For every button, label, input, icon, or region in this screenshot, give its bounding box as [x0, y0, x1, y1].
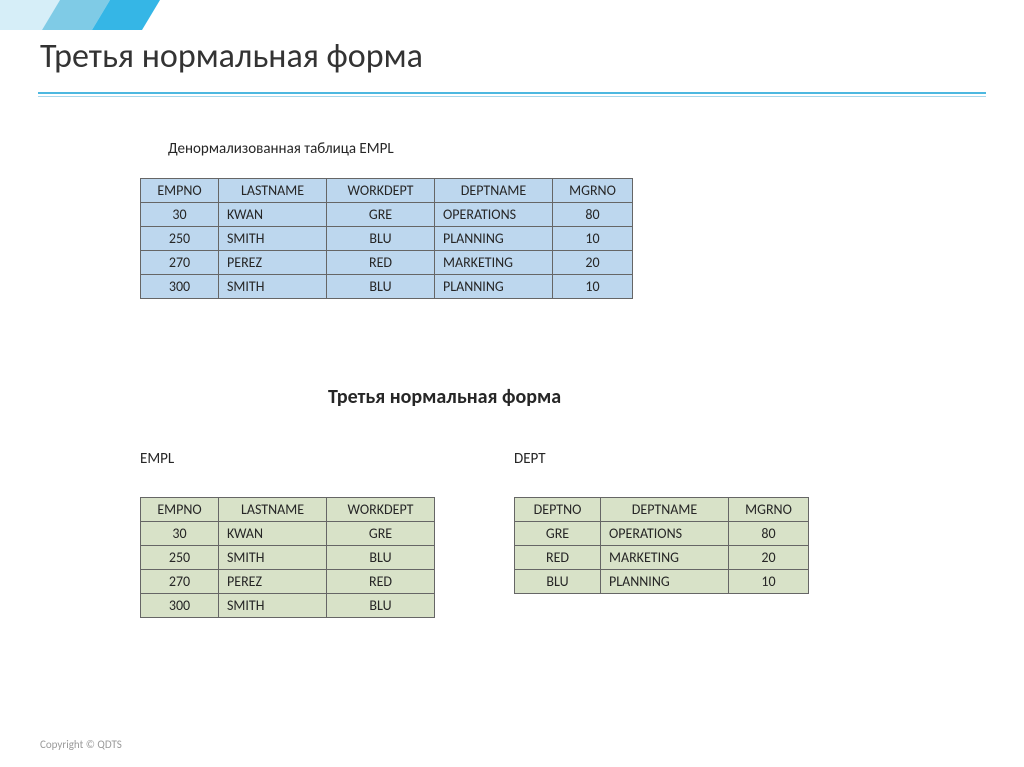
- table-cell: BLU: [327, 227, 435, 251]
- table-cell: 270: [141, 251, 219, 275]
- table-cell: BLU: [515, 570, 601, 594]
- footer-copyright: Copyright © QDTS: [40, 738, 122, 751]
- column-header: EMPNO: [141, 498, 219, 522]
- table-cell: GRE: [327, 522, 435, 546]
- table-empl-wrapper: EMPNOLASTNAMEWORKDEPT30KWANGRE250SMITHBL…: [140, 497, 435, 618]
- table-row: 250SMITHBLU: [141, 546, 435, 570]
- table-cell: SMITH: [219, 275, 327, 299]
- table-cell: 80: [553, 203, 633, 227]
- column-header: EMPNO: [141, 179, 219, 203]
- table-cell: 30: [141, 203, 219, 227]
- table-cell: SMITH: [219, 227, 327, 251]
- table-cell: MARKETING: [601, 546, 729, 570]
- table-row: GREOPERATIONS80: [515, 522, 809, 546]
- column-header: DEPTNAME: [435, 179, 553, 203]
- column-header: WORKDEPT: [327, 179, 435, 203]
- table-denorm: EMPNOLASTNAMEWORKDEPTDEPTNAMEMGRNO30KWAN…: [140, 178, 633, 299]
- table-cell: SMITH: [219, 594, 327, 618]
- table-cell: MARKETING: [435, 251, 553, 275]
- column-header: MGRNO: [553, 179, 633, 203]
- table-cell: 10: [553, 275, 633, 299]
- table-row: 270PEREZREDMARKETING20: [141, 251, 633, 275]
- table-row: 300SMITHBLU: [141, 594, 435, 618]
- subtitle-3nf: Третья нормальная форма: [328, 385, 561, 409]
- column-header: MGRNO: [729, 498, 809, 522]
- corner-decoration: [0, 0, 160, 30]
- table-cell: 80: [729, 522, 809, 546]
- table-cell: KWAN: [219, 522, 327, 546]
- table-cell: 10: [553, 227, 633, 251]
- table-cell: BLU: [327, 546, 435, 570]
- title-divider: [38, 92, 986, 98]
- table-cell: 300: [141, 275, 219, 299]
- table-cell: 10: [729, 570, 809, 594]
- table-cell: KWAN: [219, 203, 327, 227]
- table-cell: 300: [141, 594, 219, 618]
- column-header: DEPTNAME: [601, 498, 729, 522]
- table-cell: GRE: [327, 203, 435, 227]
- table-cell: BLU: [327, 275, 435, 299]
- column-header: LASTNAME: [219, 179, 327, 203]
- caption-empl: EMPL: [140, 450, 174, 468]
- table-cell: 20: [729, 546, 809, 570]
- caption-dept: DEPT: [514, 450, 546, 468]
- table-cell: 270: [141, 570, 219, 594]
- table-empl: EMPNOLASTNAMEWORKDEPT30KWANGRE250SMITHBL…: [140, 497, 435, 618]
- table-dept-wrapper: DEPTNODEPTNAMEMGRNOGREOPERATIONS80REDMAR…: [514, 497, 809, 594]
- table-cell: PLANNING: [435, 227, 553, 251]
- table-cell: 20: [553, 251, 633, 275]
- table-row: 270PEREZRED: [141, 570, 435, 594]
- table-cell: OPERATIONS: [601, 522, 729, 546]
- slide: Третья нормальная форма Денормализованна…: [0, 0, 1024, 767]
- table-cell: PEREZ: [219, 570, 327, 594]
- table-cell: SMITH: [219, 546, 327, 570]
- table-row: 30KWANGRE: [141, 522, 435, 546]
- table-cell: RED: [327, 251, 435, 275]
- table-cell: PLANNING: [435, 275, 553, 299]
- table-row: REDMARKETING20: [515, 546, 809, 570]
- slide-title: Третья нормальная форма: [40, 36, 423, 77]
- table-cell: RED: [327, 570, 435, 594]
- table-cell: 30: [141, 522, 219, 546]
- table-cell: GRE: [515, 522, 601, 546]
- table-row: 250SMITHBLUPLANNING10: [141, 227, 633, 251]
- column-header: WORKDEPT: [327, 498, 435, 522]
- table-row: 300SMITHBLUPLANNING10: [141, 275, 633, 299]
- table-cell: 250: [141, 227, 219, 251]
- table-cell: BLU: [327, 594, 435, 618]
- table-cell: 250: [141, 546, 219, 570]
- table-row: 30KWANGREOPERATIONS80: [141, 203, 633, 227]
- table-denorm-wrapper: EMPNOLASTNAMEWORKDEPTDEPTNAMEMGRNO30KWAN…: [140, 178, 633, 299]
- column-header: DEPTNO: [515, 498, 601, 522]
- table-cell: PLANNING: [601, 570, 729, 594]
- table-dept: DEPTNODEPTNAMEMGRNOGREOPERATIONS80REDMAR…: [514, 497, 809, 594]
- column-header: LASTNAME: [219, 498, 327, 522]
- table-cell: OPERATIONS: [435, 203, 553, 227]
- table-row: BLUPLANNING10: [515, 570, 809, 594]
- table-cell: RED: [515, 546, 601, 570]
- caption-denorm: Денормализованная таблица EMPL: [168, 140, 394, 158]
- table-cell: PEREZ: [219, 251, 327, 275]
